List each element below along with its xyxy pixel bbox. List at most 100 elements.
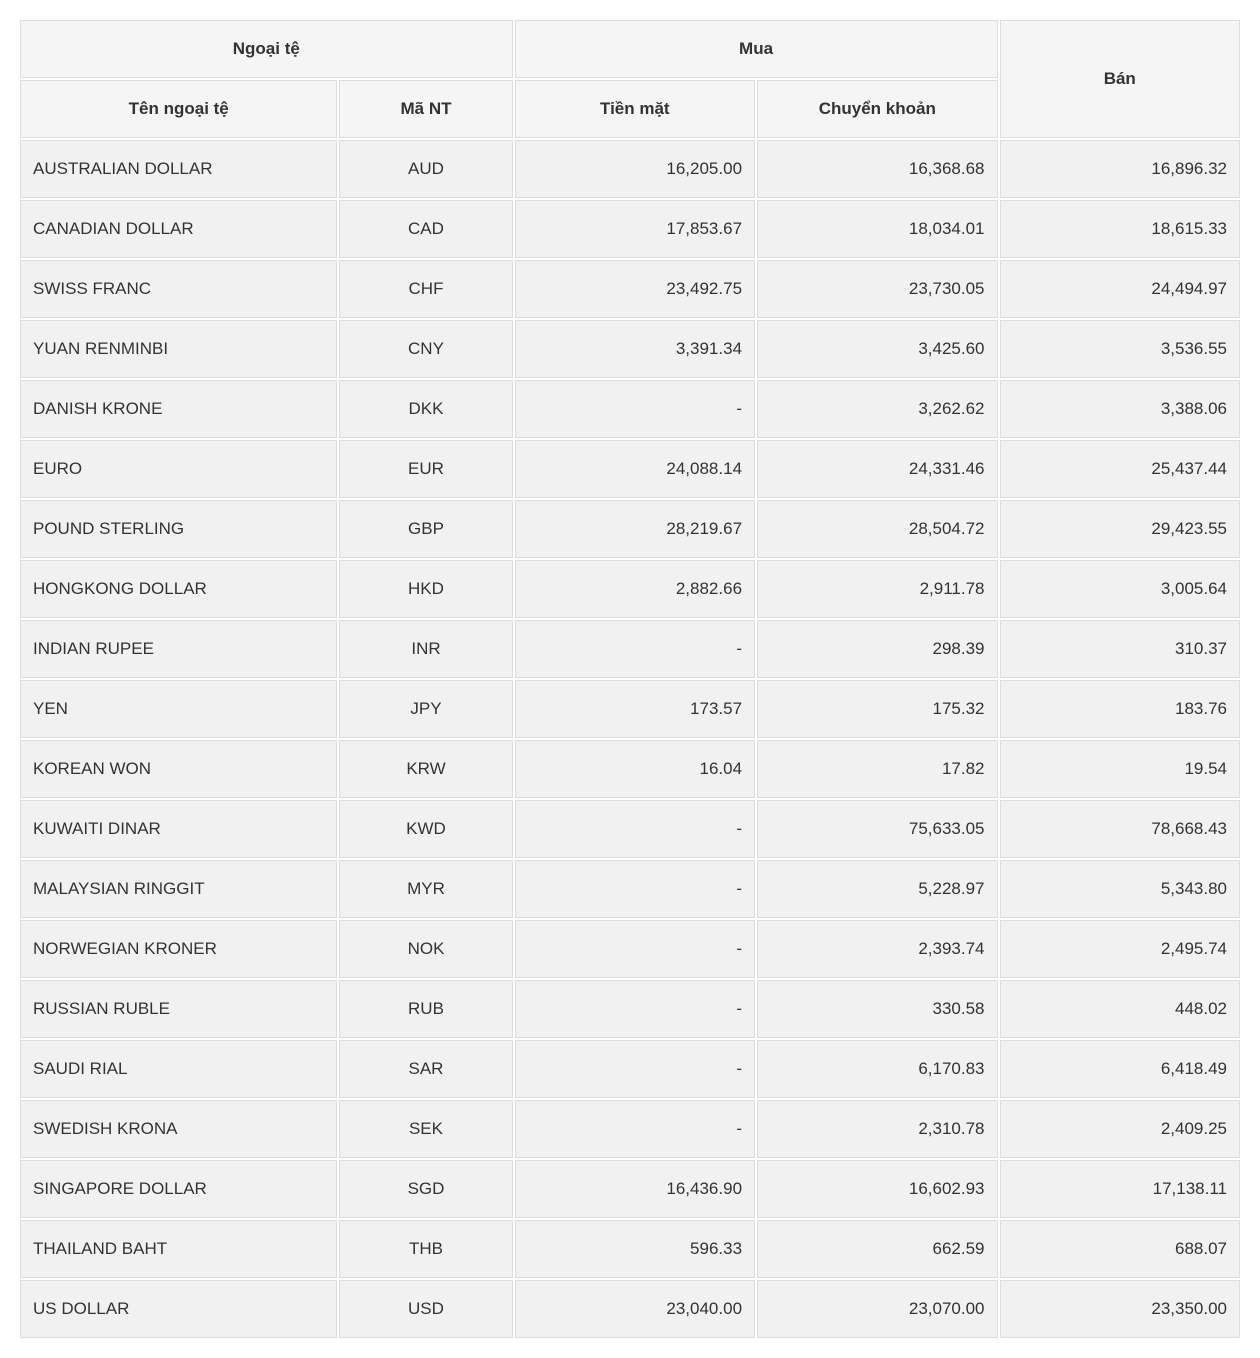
cell-sell: 18,615.33 (1000, 200, 1241, 258)
cell-currency-code: DKK (339, 380, 512, 438)
cell-currency-name: EURO (20, 440, 337, 498)
cell-currency-name: POUND STERLING (20, 500, 337, 558)
cell-currency-code: SGD (339, 1160, 512, 1218)
cell-currency-name: YUAN RENMINBI (20, 320, 337, 378)
cell-currency-code: SAR (339, 1040, 512, 1098)
cell-sell: 16,896.32 (1000, 140, 1241, 198)
table-header: Ngoại tệ Mua Bán Tên ngoại tệ Mã NT Tiền… (20, 20, 1240, 138)
table-row: YENJPY173.57175.32183.76 (20, 680, 1240, 738)
cell-currency-name: SWEDISH KRONA (20, 1100, 337, 1158)
cell-buy-transfer: 298.39 (757, 620, 997, 678)
cell-sell: 2,495.74 (1000, 920, 1241, 978)
cell-currency-name: INDIAN RUPEE (20, 620, 337, 678)
cell-buy-cash: 28,219.67 (515, 500, 755, 558)
cell-sell: 19.54 (1000, 740, 1241, 798)
table-row: SAUDI RIALSAR-6,170.836,418.49 (20, 1040, 1240, 1098)
header-currency-name: Tên ngoại tệ (20, 80, 337, 138)
cell-currency-name: SAUDI RIAL (20, 1040, 337, 1098)
cell-currency-code: MYR (339, 860, 512, 918)
cell-currency-name: RUSSIAN RUBLE (20, 980, 337, 1038)
cell-buy-cash: 16.04 (515, 740, 755, 798)
cell-sell: 448.02 (1000, 980, 1241, 1038)
cell-currency-name: CANADIAN DOLLAR (20, 200, 337, 258)
cell-sell: 78,668.43 (1000, 800, 1241, 858)
cell-buy-transfer: 28,504.72 (757, 500, 997, 558)
table-row: POUND STERLINGGBP28,219.6728,504.7229,42… (20, 500, 1240, 558)
cell-currency-name: NORWEGIAN KRONER (20, 920, 337, 978)
header-sell: Bán (1000, 20, 1241, 138)
cell-sell: 310.37 (1000, 620, 1241, 678)
cell-currency-name: US DOLLAR (20, 1280, 337, 1338)
table-row: KOREAN WONKRW16.0417.8219.54 (20, 740, 1240, 798)
cell-sell: 3,388.06 (1000, 380, 1241, 438)
cell-sell: 688.07 (1000, 1220, 1241, 1278)
cell-currency-code: GBP (339, 500, 512, 558)
table-row: INDIAN RUPEEINR-298.39310.37 (20, 620, 1240, 678)
table-row: EUROEUR24,088.1424,331.4625,437.44 (20, 440, 1240, 498)
table-row: DANISH KRONEDKK-3,262.623,388.06 (20, 380, 1240, 438)
table-row: SINGAPORE DOLLARSGD16,436.9016,602.9317,… (20, 1160, 1240, 1218)
cell-buy-transfer: 2,911.78 (757, 560, 997, 618)
cell-buy-cash: - (515, 980, 755, 1038)
cell-currency-code: INR (339, 620, 512, 678)
table-row: KUWAITI DINARKWD-75,633.0578,668.43 (20, 800, 1240, 858)
cell-buy-transfer: 23,730.05 (757, 260, 997, 318)
table-row: CANADIAN DOLLARCAD17,853.6718,034.0118,6… (20, 200, 1240, 258)
cell-buy-cash: 23,040.00 (515, 1280, 755, 1338)
header-cash: Tiền mặt (515, 80, 755, 138)
header-buy-group: Mua (515, 20, 998, 78)
cell-currency-code: JPY (339, 680, 512, 738)
cell-buy-cash: - (515, 620, 755, 678)
cell-currency-code: CNY (339, 320, 512, 378)
cell-buy-cash: 16,205.00 (515, 140, 755, 198)
cell-sell: 23,350.00 (1000, 1280, 1241, 1338)
cell-sell: 2,409.25 (1000, 1100, 1241, 1158)
cell-sell: 3,536.55 (1000, 320, 1241, 378)
table-row: HONGKONG DOLLARHKD2,882.662,911.783,005.… (20, 560, 1240, 618)
cell-buy-transfer: 17.82 (757, 740, 997, 798)
cell-buy-transfer: 330.58 (757, 980, 997, 1038)
table-row: NORWEGIAN KRONERNOK-2,393.742,495.74 (20, 920, 1240, 978)
cell-buy-transfer: 75,633.05 (757, 800, 997, 858)
header-currency-group: Ngoại tệ (20, 20, 513, 78)
table-row: YUAN RENMINBICNY3,391.343,425.603,536.55 (20, 320, 1240, 378)
cell-currency-code: THB (339, 1220, 512, 1278)
cell-buy-cash: 2,882.66 (515, 560, 755, 618)
cell-currency-name: HONGKONG DOLLAR (20, 560, 337, 618)
cell-buy-transfer: 3,262.62 (757, 380, 997, 438)
cell-buy-cash: - (515, 800, 755, 858)
cell-buy-cash: 173.57 (515, 680, 755, 738)
table-row: US DOLLARUSD23,040.0023,070.0023,350.00 (20, 1280, 1240, 1338)
cell-buy-transfer: 16,368.68 (757, 140, 997, 198)
cell-currency-code: EUR (339, 440, 512, 498)
cell-currency-name: KOREAN WON (20, 740, 337, 798)
cell-currency-name: AUSTRALIAN DOLLAR (20, 140, 337, 198)
cell-buy-transfer: 23,070.00 (757, 1280, 997, 1338)
cell-sell: 6,418.49 (1000, 1040, 1241, 1098)
cell-currency-code: RUB (339, 980, 512, 1038)
cell-sell: 3,005.64 (1000, 560, 1241, 618)
cell-buy-transfer: 16,602.93 (757, 1160, 997, 1218)
header-transfer: Chuyển khoản (757, 80, 997, 138)
cell-buy-cash: 16,436.90 (515, 1160, 755, 1218)
cell-buy-cash: 23,492.75 (515, 260, 755, 318)
cell-buy-cash: 596.33 (515, 1220, 755, 1278)
table-body: AUSTRALIAN DOLLARAUD16,205.0016,368.6816… (20, 140, 1240, 1338)
cell-sell: 25,437.44 (1000, 440, 1241, 498)
cell-currency-code: HKD (339, 560, 512, 618)
cell-buy-cash: - (515, 920, 755, 978)
cell-buy-cash: 17,853.67 (515, 200, 755, 258)
cell-buy-cash: - (515, 380, 755, 438)
cell-buy-cash: - (515, 860, 755, 918)
table-row: SWEDISH KRONASEK-2,310.782,409.25 (20, 1100, 1240, 1158)
cell-sell: 183.76 (1000, 680, 1241, 738)
cell-currency-name: SWISS FRANC (20, 260, 337, 318)
cell-sell: 5,343.80 (1000, 860, 1241, 918)
cell-buy-transfer: 2,393.74 (757, 920, 997, 978)
cell-currency-code: AUD (339, 140, 512, 198)
cell-currency-code: CHF (339, 260, 512, 318)
cell-sell: 17,138.11 (1000, 1160, 1241, 1218)
cell-buy-cash: 24,088.14 (515, 440, 755, 498)
cell-currency-name: YEN (20, 680, 337, 738)
cell-buy-transfer: 18,034.01 (757, 200, 997, 258)
